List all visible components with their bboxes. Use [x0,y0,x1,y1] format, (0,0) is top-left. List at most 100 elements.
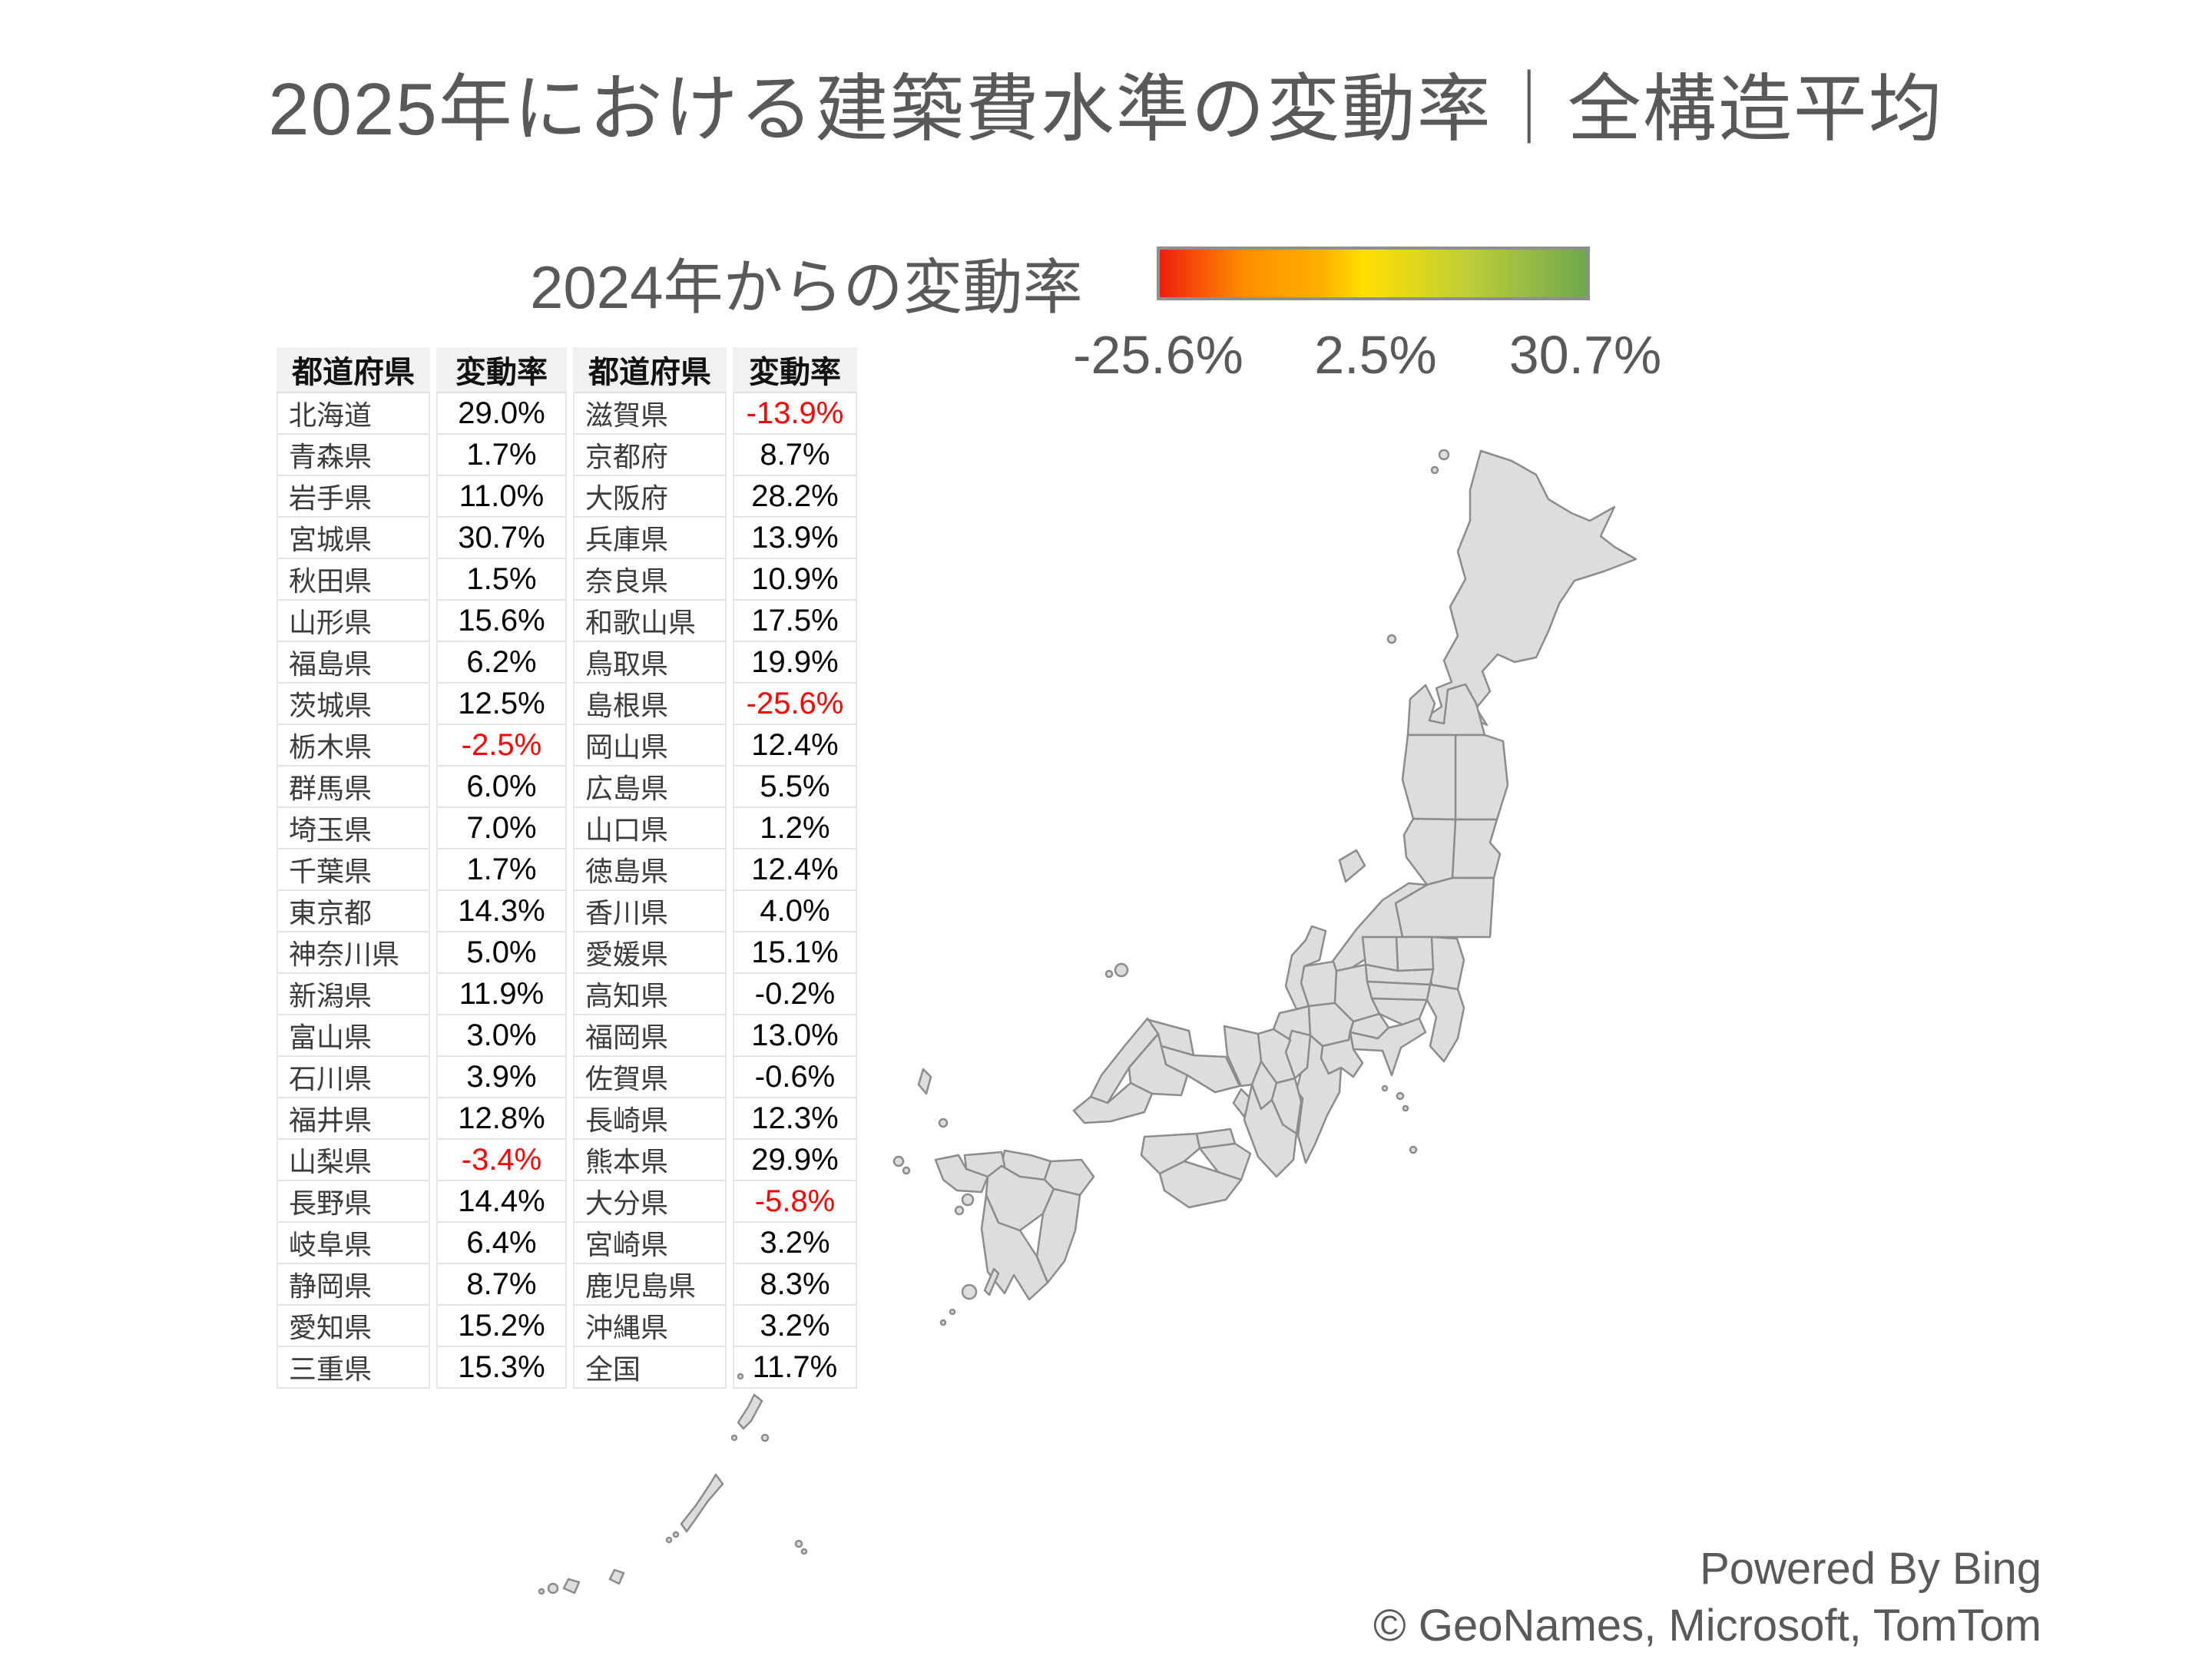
map-island-okushiri [1386,634,1397,644]
map-region-niigata [1328,882,1429,977]
pref-value-cell: -0.6% [733,1055,857,1097]
pref-value-cell: 15.6% [436,599,567,641]
map-island-miyako [608,1568,625,1585]
map-region-tochigi [1395,935,1435,972]
pref-name-cell: 大分県 [573,1180,727,1221]
pref-name-cell: 徳島県 [573,848,727,889]
pref-name-cell: 奈良県 [573,558,727,599]
legend-tick-min: -25.6% [1073,325,1243,385]
map-island-tokara-2 [939,1319,947,1326]
pref-value-cell: 15.3% [436,1346,567,1389]
map-island-rishiri [1438,449,1450,461]
pref-value-cell: 6.0% [436,765,567,806]
map-island-yakushima [961,1283,978,1300]
map-island-izu-2 [1381,1084,1389,1092]
map-region-miyazaki [1035,1187,1081,1284]
pref-value-cell: 1.2% [733,806,857,848]
pref-name-cell: 茨城県 [276,682,430,724]
pref-name-cell: 高知県 [573,972,727,1014]
table-row: 山梨県 -3.4% 熊本県 29.9% [276,1138,857,1180]
pref-name-cell: 長崎県 [573,1097,727,1138]
pref-name-cell: 山形県 [276,599,430,641]
pref-value-cell: 6.2% [436,641,567,682]
table-row: 千葉県 1.7% 徳島県 12.4% [276,848,857,889]
pref-name-cell: 富山県 [276,1014,430,1055]
table-row: 福井県 12.8% 長崎県 12.3% [276,1097,857,1138]
pref-name-cell: 三重県 [276,1346,430,1389]
map-region-miyagi [1451,818,1502,879]
table-row: 北海道 29.0% 滋賀県 -13.9% [276,392,857,433]
pref-name-cell: 静岡県 [276,1263,430,1304]
pref-value-cell: 12.4% [733,724,857,765]
table-header-rate-2: 変動率 [733,347,857,392]
pref-name-cell: 兵庫県 [573,516,727,558]
map-region-chiba [1426,983,1465,1063]
pref-name-cell: 福井県 [276,1097,430,1138]
table-header: 都道府県 変動率 都道府県 変動率 [276,347,857,392]
pref-value-cell: 12.4% [733,848,857,889]
pref-value-cell: 15.2% [436,1304,567,1346]
pref-name-cell: 千葉県 [276,848,430,889]
pref-name-cell: 長野県 [276,1180,430,1221]
pref-value-cell: 10.9% [733,558,857,599]
pref-value-cell: 12.8% [436,1097,567,1138]
pref-name-cell: 岩手県 [276,475,430,516]
pref-name-cell: 山口県 [573,806,727,848]
pref-value-cell: 8.7% [733,433,857,475]
pref-value-cell: 3.2% [733,1221,857,1263]
pref-name-cell: 和歌山県 [573,599,727,641]
table-header-rate-1: 変動率 [436,347,567,392]
pref-value-cell: 29.9% [733,1138,857,1180]
legend-tick-mid: 2.5% [1314,325,1437,385]
map-island-sado [1338,849,1366,883]
pref-value-cell: 1.5% [436,558,567,599]
map-island-daito-2 [800,1548,808,1555]
pref-value-cell: 5.0% [436,931,567,972]
legend-tick-max: 30.7% [1508,325,1662,385]
legend-gradient-bar [1157,247,1590,300]
map-region-okinawa [680,1473,724,1533]
map-island-tsushima [917,1068,932,1095]
pref-name-cell: 福島県 [276,641,430,682]
table-row: 栃木県 -2.5% 岡山県 12.4% [276,724,857,765]
table-row: 富山県 3.0% 福岡県 13.0% [276,1014,857,1055]
pref-name-cell: 広島県 [573,765,727,806]
map-island-oki-2 [1104,969,1114,979]
pref-name-cell: 山梨県 [276,1138,430,1180]
table-row: 愛知県 15.2% 沖縄県 3.2% [276,1304,857,1346]
map-island-iki [938,1118,949,1128]
map-island-amakusa-2 [954,1205,965,1216]
pref-value-cell: 17.5% [733,599,857,641]
map-region-wakayama [1243,1083,1298,1178]
pref-name-cell: 全国 [573,1346,727,1389]
map-island-iriomote [547,1582,559,1594]
map-region-tokushima [1198,1142,1252,1181]
pref-value-cell: -25.6% [733,682,857,724]
pref-name-cell: 鹿児島県 [573,1263,727,1304]
map-island-amakusa-1 [961,1193,975,1207]
map-island-goto-1 [892,1155,905,1167]
map-region-kochi [1158,1160,1243,1209]
pref-name-cell: 大阪府 [573,475,727,516]
pref-value-cell: 13.9% [733,516,857,558]
map-island-kerama-2 [665,1536,673,1544]
table-row: 群馬県 6.0% 広島県 5.5% [276,765,857,806]
table-row: 茨城県 12.5% 島根県 -25.6% [276,682,857,724]
pref-value-cell: 29.0% [436,392,567,433]
map-region-aomori [1406,683,1486,737]
pref-value-cell: 7.0% [436,806,567,848]
pref-value-cell: 11.0% [436,475,567,516]
map-credits: Powered By Bing © GeoNames, Microsoft, T… [1373,1541,2041,1654]
pref-name-cell: 埼玉県 [276,806,430,848]
map-island-yonaguni [538,1588,545,1595]
map-island-amami-2 [760,1433,770,1442]
pref-value-cell: 3.9% [436,1055,567,1097]
prefecture-table: 都道府県 変動率 都道府県 変動率 北海道 29.0% 滋賀県 -13.9% 青森県 1.… [270,347,863,1389]
map-region-yamaguchi [1072,1081,1154,1124]
pref-value-cell: -2.5% [436,724,567,765]
pref-value-cell: 12.5% [436,682,567,724]
pref-name-cell: 愛媛県 [573,931,727,972]
pref-name-cell: 群馬県 [276,765,430,806]
table-row: 石川県 3.9% 佐賀県 -0.6% [276,1055,857,1097]
